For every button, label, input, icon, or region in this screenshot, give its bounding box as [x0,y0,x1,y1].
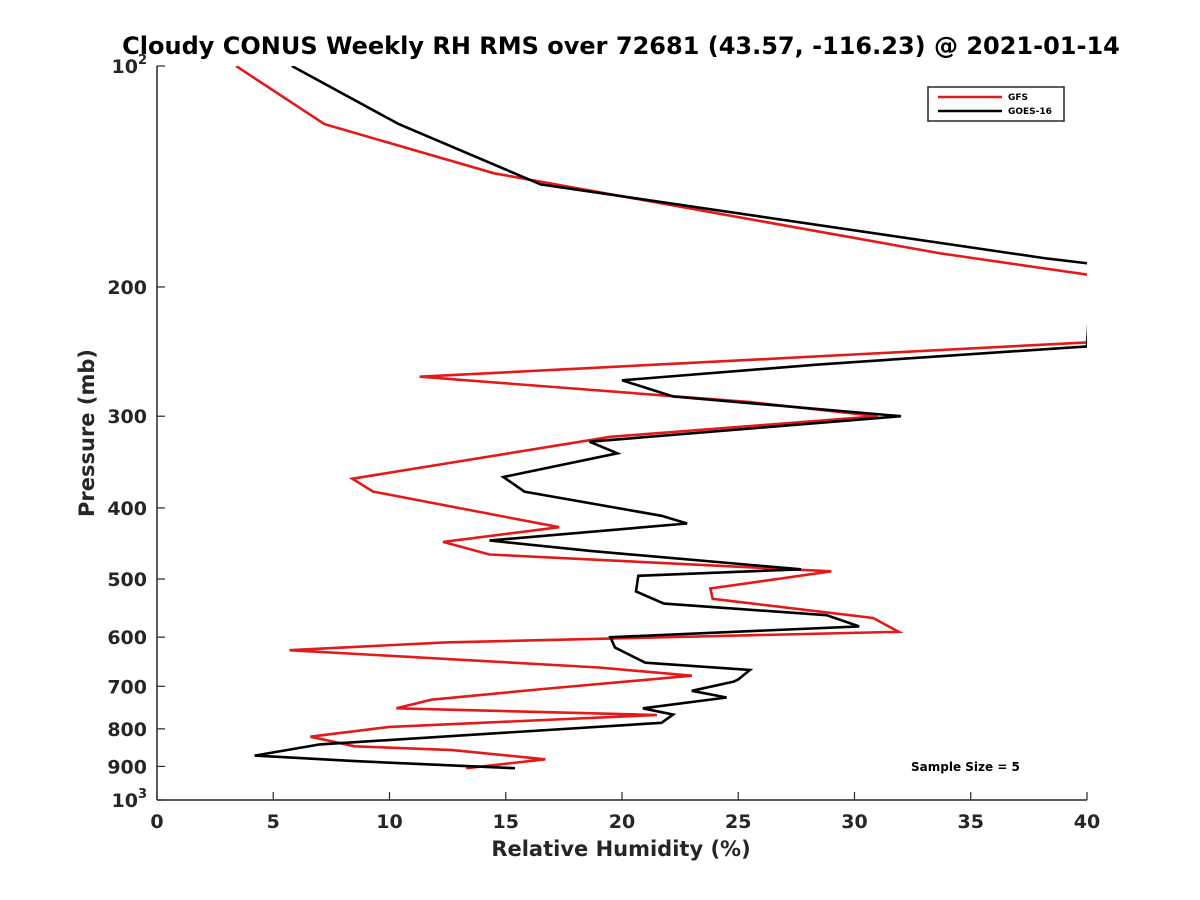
x-tick-label: 10 [376,811,402,833]
y-tick-label: 102 [112,53,148,78]
x-ticks: 0 5 10 15 20 25 30 35 40 [150,792,1100,833]
x-tick-label: 35 [958,811,984,833]
x-tick-label: 15 [493,811,519,833]
legend-label-goes16: GOES-16 [1008,107,1052,117]
y-tick-label: 500 [107,569,147,591]
y-tick-label: 400 [107,498,147,520]
y-tick-label: 900 [107,756,147,778]
y-tick-label: 800 [107,719,147,741]
x-tick-label: 30 [841,811,867,833]
x-tick-label: 5 [267,811,280,833]
plot-area: 0 5 10 15 20 25 30 35 40 102 200 300 400 500 600 700 80… [107,53,1100,833]
legend: GFS GOES-16 [927,86,1065,122]
y-ticks: 102 200 300 400 500 600 700 800 900 103 [107,53,165,812]
x-tick-label: 20 [609,811,635,833]
axes-layer [156,66,1087,801]
y-tick-label: 200 [107,277,147,299]
series-line-goes16 [254,66,1087,770]
series-line-gfs [235,66,1087,770]
x-axis-label: Relative Humidity (%) [491,837,750,861]
legend-box [927,86,1065,122]
y-tick-label: 700 [107,676,147,698]
series-layer [235,66,1087,770]
legend-label-gfs: GFS [1008,93,1028,103]
x-tick-label: 40 [1074,811,1100,833]
y-axis-label: Pressure (mb) [75,349,99,517]
sample-size-annotation: Sample Size = 5 [911,760,1020,774]
y-tick-label: 300 [107,406,147,428]
chart-title: Cloudy CONUS Weekly RH RMS over 72681 (4… [122,32,1120,60]
y-tick-label: 103 [112,787,148,812]
y-tick-label: 600 [107,627,147,649]
x-tick-label: 25 [725,811,751,833]
x-tick-label: 0 [150,811,163,833]
